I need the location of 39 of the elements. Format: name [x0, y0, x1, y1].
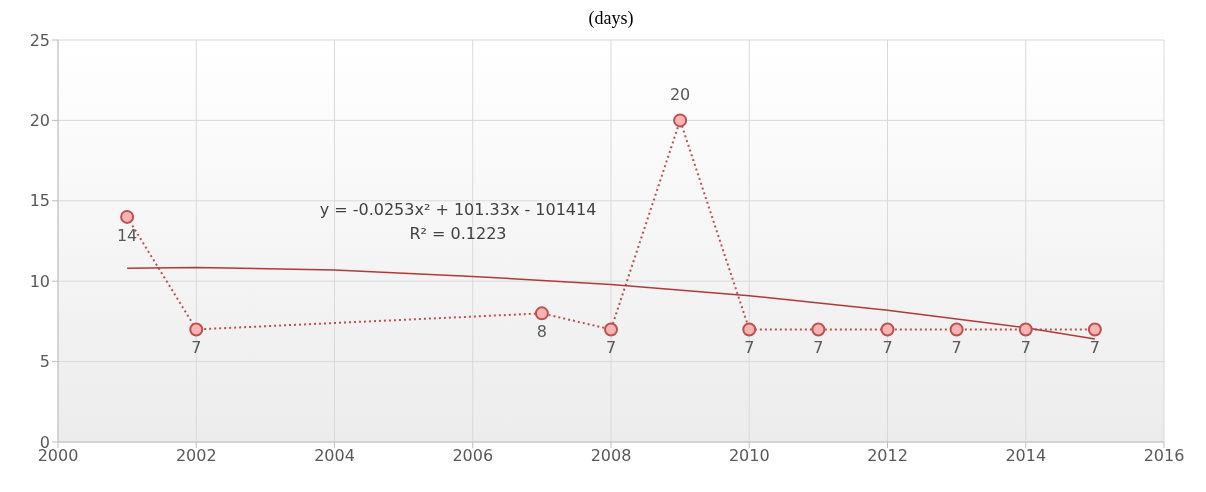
data-label: 7	[1020, 338, 1031, 358]
data-label: 7	[813, 338, 824, 358]
y-tick-label: 25	[29, 30, 50, 50]
data-label: 8	[536, 322, 547, 342]
point	[811, 322, 826, 337]
annotation: R² = 0.1223	[408, 224, 508, 243]
y-tick-label: 15	[29, 191, 50, 211]
x-tick-label: 2014	[1005, 446, 1047, 466]
data-label: 7	[605, 338, 617, 358]
point	[1018, 322, 1033, 337]
x-tick-label: 2012	[867, 446, 908, 466]
point	[189, 322, 204, 337]
y-tick-label: 10	[29, 271, 50, 291]
point	[120, 209, 135, 224]
data-label: 7	[744, 338, 755, 358]
x-tick-label: 2002	[175, 446, 217, 466]
chart-title: (days)	[587, 8, 635, 30]
data-label: 20	[669, 85, 691, 105]
x-tick-label: 2004	[314, 446, 355, 466]
data-label: 7	[1089, 338, 1100, 358]
annotation: y = -0.0253x² + 101.33x - 101414	[318, 200, 598, 219]
point	[1087, 322, 1102, 337]
data-label: 14	[116, 225, 138, 245]
y-tick-label: 20	[29, 111, 50, 131]
point	[949, 322, 964, 337]
data-label: 7	[191, 338, 202, 358]
x-tick-label: 2016	[1143, 446, 1185, 466]
point	[673, 113, 688, 128]
point	[880, 322, 895, 337]
y-tick-label: 5	[39, 352, 50, 372]
data-label: 7	[882, 338, 893, 358]
point	[742, 322, 757, 337]
point	[604, 322, 618, 337]
x-tick-label: 2010	[728, 446, 770, 466]
point	[534, 306, 549, 321]
data-label: 7	[951, 338, 962, 358]
line-series	[126, 266, 1096, 340]
x-tick-label: 2008	[590, 446, 632, 466]
x-tick-label: 2006	[452, 446, 494, 466]
